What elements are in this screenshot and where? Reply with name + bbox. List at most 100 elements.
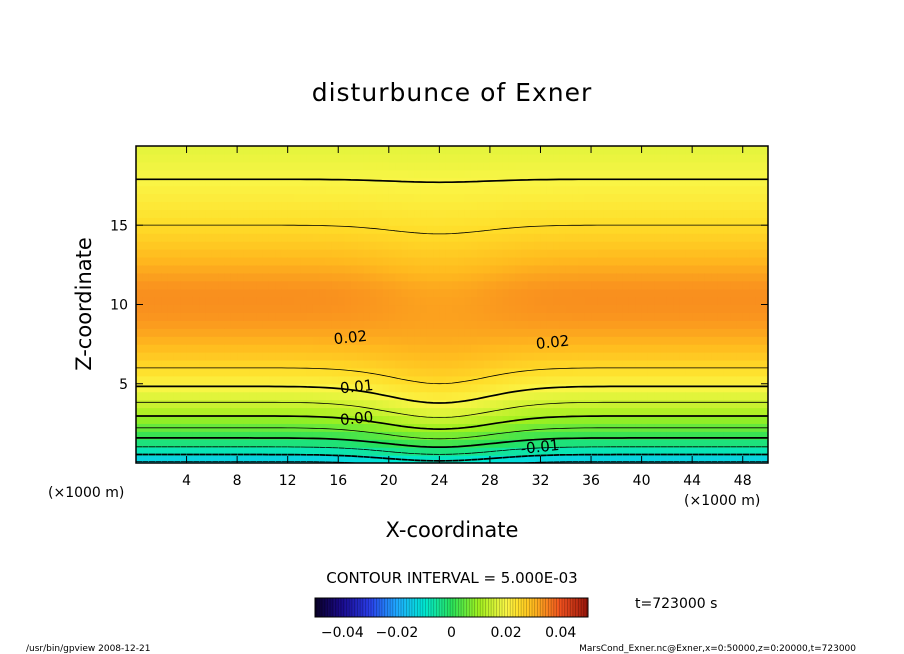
heatmap-cell <box>452 431 459 440</box>
heatmap-cell <box>591 352 598 361</box>
heatmap-cell <box>565 359 573 369</box>
heatmap-cell <box>502 439 510 448</box>
heatmap-cell <box>312 352 320 361</box>
heatmap-cell <box>742 272 750 282</box>
heatmap-cell <box>243 201 251 210</box>
heatmap-cell <box>508 431 516 440</box>
heatmap-cell <box>572 249 579 258</box>
heatmap-cell <box>350 280 358 290</box>
heatmap-cell <box>249 233 257 242</box>
heatmap-cell <box>268 375 276 385</box>
heatmap-cell <box>711 455 719 463</box>
heatmap-cell <box>350 161 358 171</box>
heatmap-cell <box>578 272 586 282</box>
heatmap-cell <box>502 217 510 226</box>
heatmap-cell <box>742 193 750 203</box>
heatmap-cell <box>685 280 693 290</box>
heatmap-cell <box>508 272 516 282</box>
heatmap-cell <box>205 249 213 258</box>
heatmap-cell <box>502 336 510 345</box>
heatmap-cell <box>622 241 630 250</box>
heatmap-cell <box>723 161 731 171</box>
heatmap-cell <box>565 391 573 401</box>
heatmap-cell <box>673 256 681 266</box>
heatmap-cell <box>268 217 276 226</box>
heatmap-cell <box>692 249 700 258</box>
heatmap-cell <box>395 193 403 203</box>
heatmap-cell <box>154 304 162 314</box>
heatmap-cell <box>369 280 377 290</box>
heatmap-cell <box>540 272 548 282</box>
heatmap-cell <box>603 280 611 290</box>
heatmap-cell <box>464 217 472 226</box>
heatmap-cell <box>401 415 409 424</box>
heatmap-cell <box>521 383 529 393</box>
heatmap-cell <box>489 256 497 266</box>
heatmap-cell <box>496 336 504 345</box>
heatmap-cell <box>401 161 409 171</box>
heatmap-cell <box>287 383 295 393</box>
heatmap-cell <box>167 359 175 369</box>
heatmap-cell <box>401 312 409 321</box>
heatmap-cell <box>319 256 327 266</box>
heatmap-cell <box>205 439 213 448</box>
heatmap-cell <box>591 447 598 456</box>
heatmap-cell <box>704 455 712 463</box>
heatmap-cell <box>610 249 617 258</box>
heatmap-cell <box>698 344 706 353</box>
heatmap-cell <box>350 264 358 274</box>
heatmap-cell <box>546 304 554 314</box>
heatmap-cell <box>357 193 365 203</box>
heatmap-cell <box>401 359 409 369</box>
heatmap-cell <box>565 328 573 337</box>
heatmap-cell <box>224 415 232 424</box>
heatmap-cell <box>502 177 510 187</box>
heatmap-cell <box>344 280 352 290</box>
heatmap-cell <box>186 375 194 385</box>
heatmap-cell <box>660 399 668 409</box>
heatmap-cell <box>211 447 219 456</box>
heatmap-cell <box>167 241 175 250</box>
heatmap-cell <box>458 367 466 377</box>
heatmap-cell <box>161 352 169 361</box>
heatmap-cell <box>211 217 219 226</box>
heatmap-cell <box>243 320 251 329</box>
heatmap-cell <box>331 201 339 210</box>
heatmap-cell <box>161 217 169 226</box>
heatmap-cell <box>610 391 617 401</box>
heatmap-cell <box>698 415 706 424</box>
heatmap-cell <box>603 407 611 417</box>
heatmap-cell <box>610 359 617 369</box>
heatmap-cell <box>211 455 219 463</box>
heatmap-cell <box>628 320 636 329</box>
heatmap-cell <box>414 241 421 250</box>
heatmap-cell <box>704 431 712 440</box>
heatmap-cell <box>584 415 592 424</box>
heatmap-cell <box>591 431 598 440</box>
heatmap-cell <box>287 169 295 179</box>
heatmap-cell <box>464 304 472 314</box>
heatmap-cell <box>407 312 415 321</box>
heatmap-cell <box>211 225 219 234</box>
heatmap-cell <box>534 209 542 218</box>
heatmap-cell <box>445 256 453 266</box>
heatmap-cell <box>749 320 756 329</box>
heatmap-cell <box>167 399 175 409</box>
heatmap-cell <box>610 375 617 385</box>
heatmap-cell <box>224 296 232 306</box>
heatmap-cell <box>230 312 238 321</box>
heatmap-cell <box>698 328 706 337</box>
heatmap-cell <box>540 264 548 274</box>
heatmap-cell <box>761 177 768 187</box>
heatmap-cell <box>723 312 731 321</box>
colorbar-tick-label: 0 <box>447 625 456 641</box>
heatmap-cell <box>597 383 605 393</box>
heatmap-cell <box>597 241 605 250</box>
heatmap-cell <box>161 367 169 377</box>
heatmap-cell <box>180 304 188 314</box>
heatmap-cell <box>685 312 693 321</box>
heatmap-cell <box>173 320 181 329</box>
heatmap-cell <box>666 146 674 155</box>
heatmap-cell <box>344 359 352 369</box>
heatmap-cell <box>199 304 207 314</box>
